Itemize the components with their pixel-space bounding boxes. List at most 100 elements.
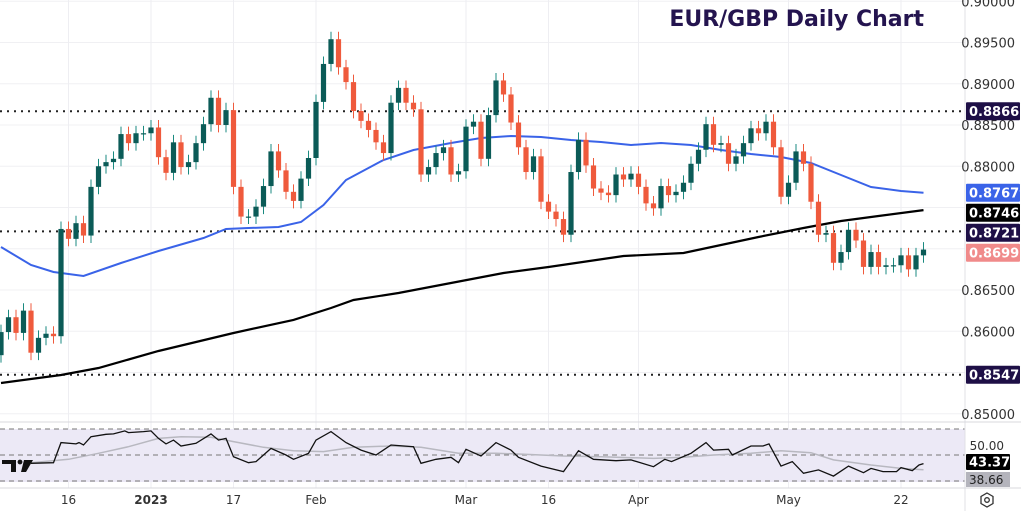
candle-up [890,265,897,267]
last-price-label-bg [966,243,1020,262]
candle-up [148,127,154,134]
level-price-label: 0.85473 [969,369,1021,384]
candle-down [808,163,814,202]
candle-down [755,128,762,134]
time-axis[interactable]: 16 2023 17 Feb Mar 16 Apr May 22 [61,493,909,507]
time-tick-label: Apr [628,493,649,507]
candle-down [275,151,282,171]
candle-up [305,158,312,179]
ma50-price-label-bg [966,183,1020,202]
candle-up [763,121,769,134]
candle-down [560,219,567,235]
time-tick-label: May [776,493,801,507]
candle-up [260,186,267,207]
candle-up [793,151,799,183]
candle-up [440,147,447,154]
candle-up [298,178,304,201]
candle-up [688,163,694,183]
candle-up [0,332,4,356]
time-tick-label: Feb [305,493,326,507]
candle-up [118,134,124,159]
candle-up [110,158,117,163]
candle-up [388,102,394,154]
candle-up [313,101,319,158]
settings-gear-icon[interactable] [980,492,994,508]
candle-up [208,97,214,125]
candle-down [553,211,559,220]
level-price-label-bg [966,102,1020,121]
level-price-label-bg [966,365,1020,384]
price-axis[interactable]: 0.90000 0.89500 0.89000 0.88500 0.88000 0.865… [961,0,1015,453]
candle-down [523,147,529,173]
candle-down [343,67,349,83]
ma200-path [0,209,924,385]
candle-down [178,142,184,168]
candle-up [425,167,432,175]
candle-up [170,142,177,173]
price-tick-label: 0.85000 [961,408,1015,423]
rsi-indicator [0,428,965,482]
candle-down [545,201,552,212]
candle-up [568,172,574,235]
rsi-mid-label: 50.00 [970,439,1004,453]
candles [0,31,927,363]
ma200-price-label-bg [966,203,1020,222]
candle-down [643,186,649,204]
candle-down [28,310,34,353]
candle-up [433,153,439,168]
candle-down [905,255,912,270]
candle-up [628,173,634,180]
candle-down [215,97,222,125]
candle-up [455,171,462,175]
time-tick-label: Mar [455,493,478,507]
candle-down [238,186,244,217]
time-tick-label: 16 [541,493,556,507]
candle-up [493,80,499,116]
candle-down [605,192,612,196]
ma50-line [0,134,924,278]
candle-down [13,317,19,333]
candle-up [200,124,207,144]
candle-down [800,151,807,164]
candle-down [635,173,642,187]
last-price-label: 0.86992 [969,247,1021,262]
rsi-value-label-bg [966,454,1010,470]
candle-down [778,147,784,197]
candle-down [230,110,237,187]
rsi-value-label: 43.37 [969,456,1010,471]
candle-up [838,252,844,263]
candle-up [733,156,739,164]
candle-down [403,87,409,103]
candle-up [673,191,679,196]
candle-up [140,133,147,135]
candle-down [163,157,169,173]
candle-up [530,156,537,173]
candle-down [815,201,822,235]
candle-up [58,228,64,337]
candle-down [418,109,424,175]
candle-down [725,143,732,164]
candle-up [868,252,874,267]
candle-up [95,166,102,187]
rsi-path [30,430,924,477]
price-tick-label: 0.86000 [961,325,1015,340]
candle-down [448,147,454,175]
price-tick-label: 0.88500 [961,119,1015,134]
price-tick-label: 0.86500 [961,284,1015,299]
candle-up [320,63,327,102]
candle-up [718,143,724,145]
candle-up [463,126,469,172]
price-labels: 0.88667 0.87679 0.87468 0.87211 0.86992 0.854… [966,102,1021,487]
candle-up [268,151,274,187]
ma50-path [0,134,924,278]
candle-down [770,121,777,148]
candle-down [155,127,162,158]
candle-up [740,143,747,157]
candle-up [5,317,12,333]
candle-down [620,174,627,180]
candle-down [500,80,507,95]
candle-down [853,229,859,241]
rsi-ma-label-bg [966,472,1010,487]
tradingview-logo[interactable] [2,459,33,472]
